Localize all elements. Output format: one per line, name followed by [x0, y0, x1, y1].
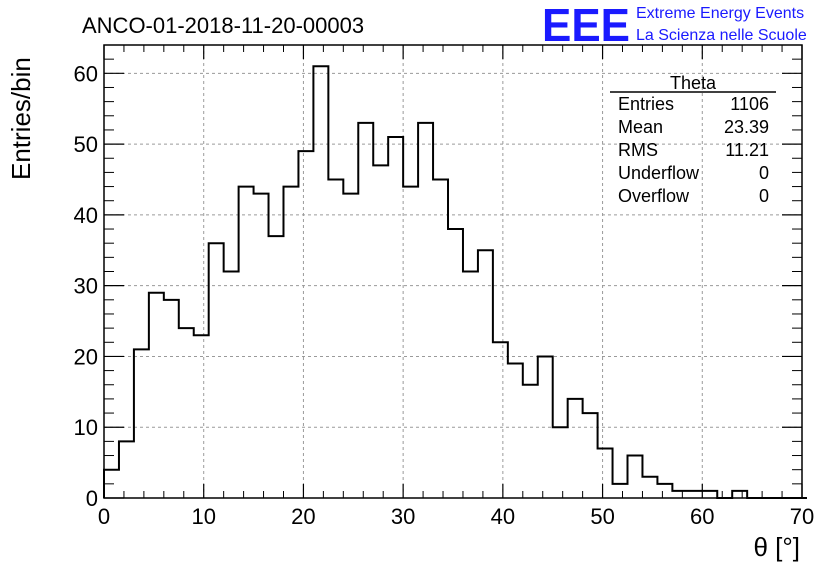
stats-value-overflow: 0 [759, 186, 769, 206]
x-tick-label: 10 [191, 504, 215, 529]
y-tick-label: 20 [74, 344, 98, 369]
stats-label-entries: Entries [618, 94, 674, 114]
grid [104, 45, 802, 498]
logo-line-2: La Scienza nelle Scuole [636, 27, 807, 44]
x-tick-label: 20 [291, 504, 315, 529]
stats-label-overflow: Overflow [618, 186, 690, 206]
x-tick-label: 0 [98, 504, 110, 529]
y-axis-title: Entries/bin [6, 57, 36, 180]
y-tick-label: 60 [74, 61, 98, 86]
y-tick-label: 40 [74, 203, 98, 228]
y-tick-label: 30 [74, 274, 98, 299]
logo-line-1: Extreme Energy Events [636, 5, 804, 22]
y-tick-label: 10 [74, 415, 98, 440]
stats-value-underflow: 0 [759, 163, 769, 183]
stats-value-mean: 23.39 [724, 117, 769, 137]
x-tick-label: 60 [690, 504, 714, 529]
x-axis-title: θ [°] [753, 532, 800, 562]
stats-value-rms: 11.21 [725, 140, 769, 160]
stats-label-mean: Mean [618, 117, 663, 137]
stats-box: Theta Entries 1106 Mean 23.39 RMS 11.21 … [610, 73, 776, 206]
histogram-line [103, 65, 807, 499]
x-tick-label: 40 [491, 504, 515, 529]
axis-ticks [103, 44, 803, 499]
chart-title: ANCO-01-2018-11-20-00003 [82, 13, 364, 38]
x-tick-label: 50 [590, 504, 614, 529]
y-tick-label: 0 [86, 486, 98, 511]
stats-label-rms: RMS [618, 140, 658, 160]
logo-mark: EEE [542, 0, 630, 51]
stats-title: Theta [670, 73, 717, 93]
tick-labels: 0 10 20 30 40 50 60 70 0 10 20 30 40 50 60 [74, 61, 815, 529]
stats-value-entries: 1106 [730, 94, 769, 114]
eee-logo: EEE Extreme Energy Events La Scienza nel… [542, 0, 807, 51]
x-tick-label: 70 [790, 504, 814, 529]
stats-label-underflow: Underflow [618, 163, 700, 183]
x-tick-label: 30 [391, 504, 415, 529]
y-tick-label: 50 [74, 132, 98, 157]
